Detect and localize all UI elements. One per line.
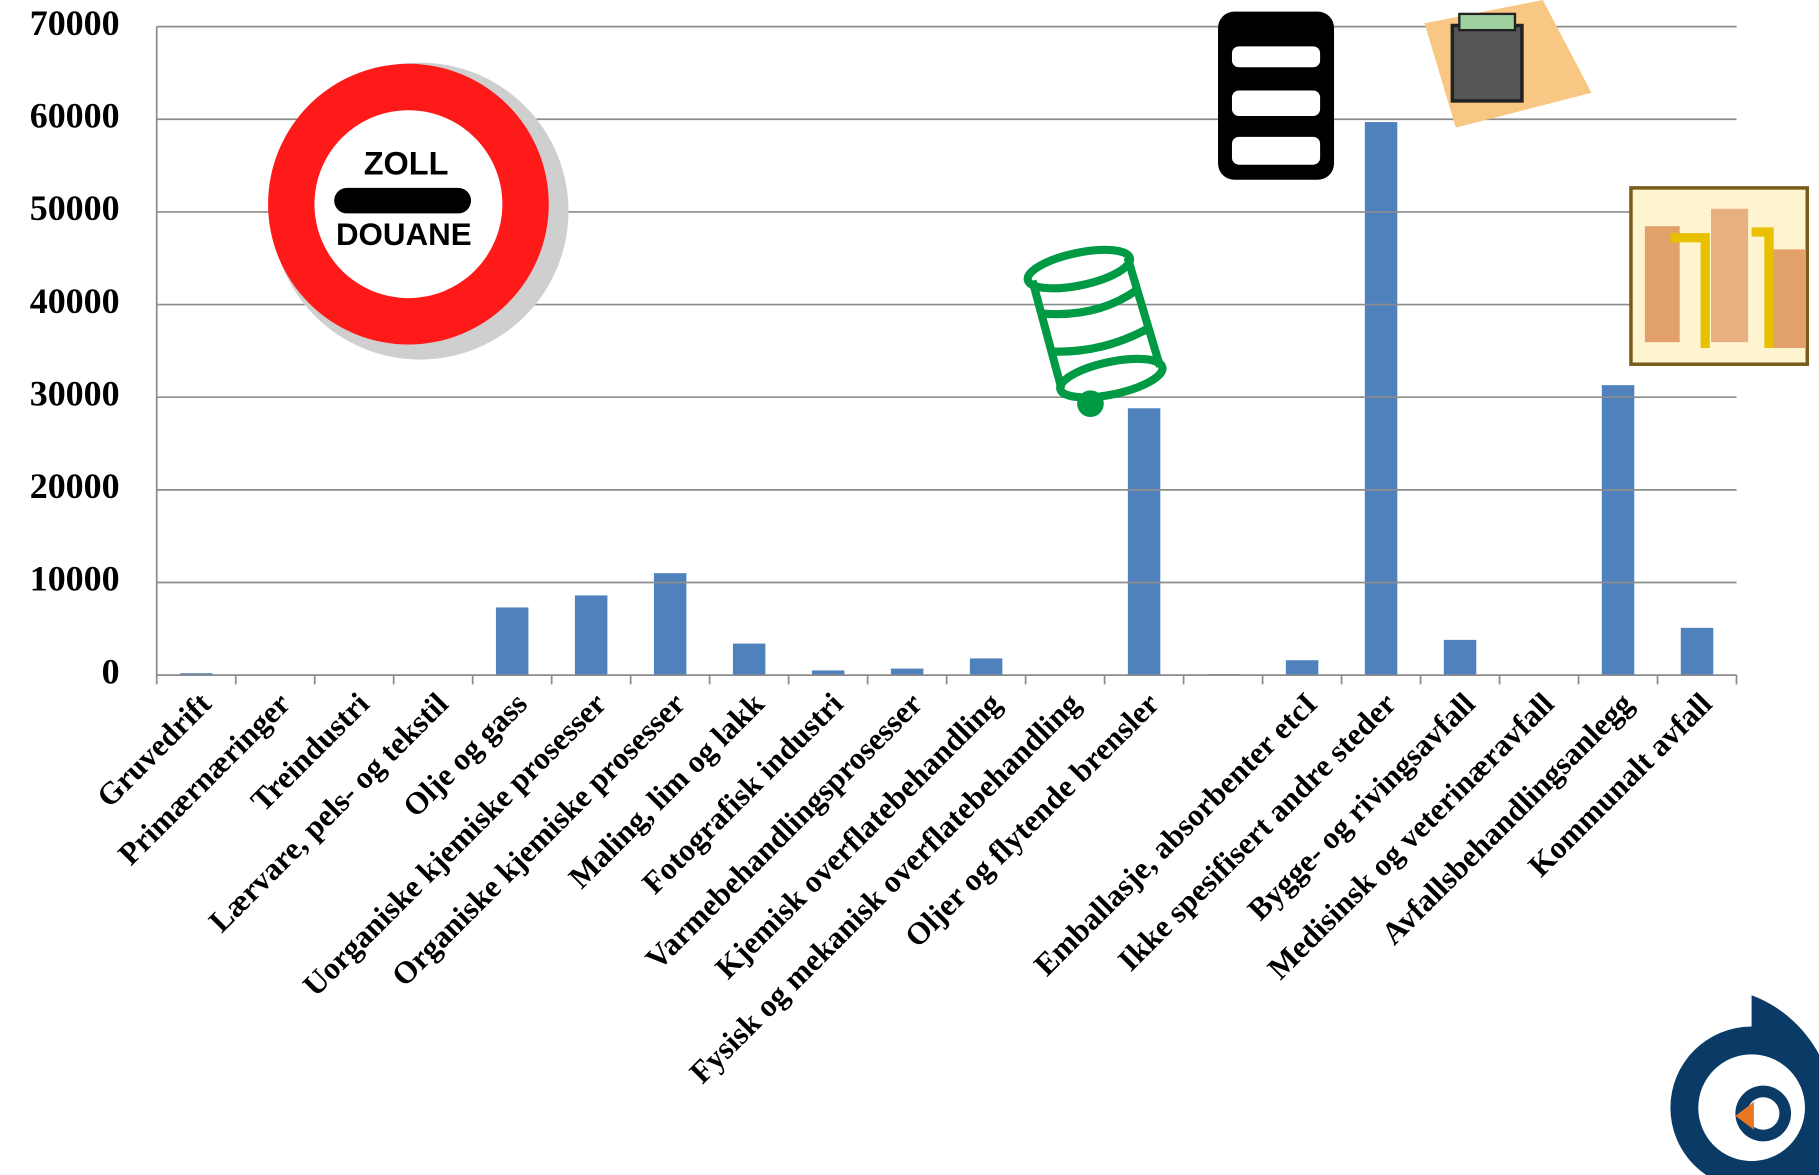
sign-text: ZOLL [364,145,449,181]
sign-text: DOUANE [336,217,472,252]
black-barrel-icon [1218,11,1335,180]
battery-icon [1424,0,1592,128]
bar [732,643,766,676]
bar [574,595,608,676]
bar [179,673,213,676]
y-tick-label: 0 [102,651,120,691]
y-tick-label: 50000 [30,188,120,228]
bar [495,607,529,676]
bar [969,658,1003,676]
factory-icon [1629,186,1810,366]
bar [1285,660,1319,676]
bar [1680,627,1714,676]
green-barrel-icon [1023,245,1167,417]
y-tick-label: 70000 [30,3,120,43]
bar [1601,385,1635,676]
bar [811,670,845,676]
y-tick-label: 60000 [30,96,120,136]
bar [890,668,924,676]
bar [1127,408,1161,676]
bar [653,573,687,676]
bar [1364,122,1398,676]
customs-sign: ZOLL DOUANE [268,62,569,360]
y-tick-label: 20000 [30,466,120,506]
y-tick-label: 40000 [30,281,120,321]
y-tick-label: 30000 [30,373,120,413]
x-tick-label: Emballasje, absorbenter etcI [1027,686,1324,983]
bar [1443,639,1477,676]
y-tick-label: 10000 [30,559,120,599]
logo [1670,995,1819,1175]
